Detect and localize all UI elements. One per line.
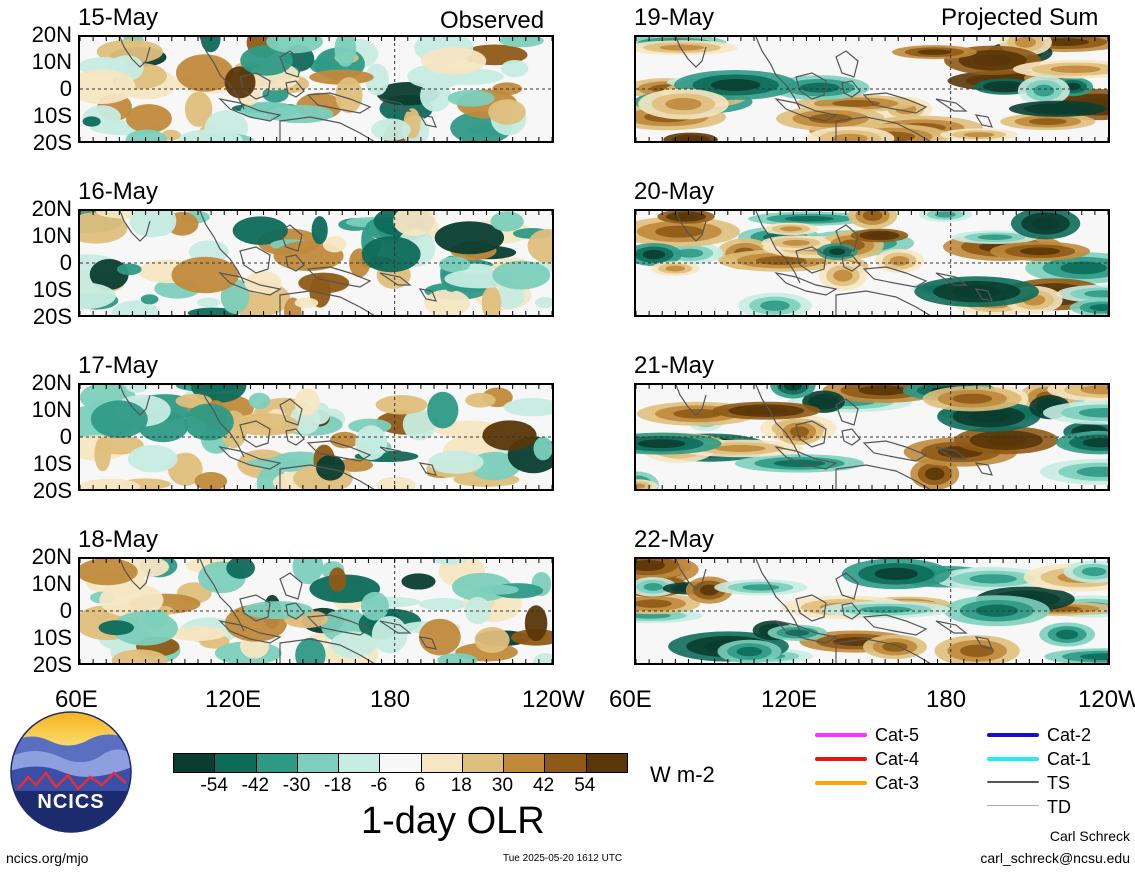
lon-label: 120E (761, 686, 818, 713)
footer-url[interactable]: ncics.org/mjo (6, 850, 89, 866)
olr-map-panel (634, 383, 1110, 491)
lat-label: 0 (59, 250, 72, 275)
colorbar-swatch (380, 754, 422, 772)
colorbar-tick-label: 54 (574, 775, 596, 796)
colorbar-swatch (545, 754, 587, 772)
legend-label: Cat-3 (875, 773, 920, 793)
footer-email[interactable]: carl_schreck@ncsu.edu (980, 850, 1130, 866)
colorbar-swatch (421, 754, 463, 772)
panel-date: 16-May (78, 178, 159, 205)
lat-label: 10N (31, 223, 72, 248)
footer-timestamp: Tue 2025-05-20 1612 UTC (503, 853, 623, 864)
lat-label: 20N (31, 196, 72, 221)
colorbar-title: 1-day OLR (361, 800, 545, 842)
legend-line-ts (987, 781, 1039, 783)
lat-label: 20S (32, 478, 72, 503)
olr-map-panel (78, 209, 554, 317)
colorbar-tick-label: 18 (450, 775, 472, 796)
lon-label: 180 (926, 686, 967, 713)
lat-label: 20S (32, 130, 72, 155)
lat-label: 10N (31, 49, 72, 74)
footer-author: Carl Schreck (1049, 828, 1130, 844)
lat-label: 10N (31, 397, 72, 422)
lon-label: 60E (609, 686, 652, 713)
colorbar-tick-label: -54 (200, 775, 228, 796)
lon-label: 60E (55, 686, 98, 713)
colorbar-swatch (297, 754, 340, 772)
panel-date: 15-May (78, 4, 159, 31)
colorbar-units: W m-2 (650, 762, 715, 787)
legend-label: Cat-2 (1047, 725, 1092, 745)
colorbar-swatch (174, 754, 216, 772)
observed-label: Observed (440, 7, 545, 34)
colorbar-tick-label: -30 (282, 775, 311, 796)
ncics-logo[interactable]: NCICS (10, 711, 132, 833)
lat-label: 0 (59, 76, 72, 101)
olr-map-panel (78, 557, 554, 665)
lat-label: 10S (32, 625, 72, 650)
colorbar-swatch (462, 754, 505, 772)
lon-label: 120W (1078, 686, 1135, 713)
lat-label: 10S (32, 103, 72, 128)
colorbar-swatch (339, 754, 381, 772)
colorbar-swatch (215, 754, 257, 772)
legend-label: Cat-4 (875, 749, 920, 769)
logo-text: NCICS (37, 791, 105, 813)
lat-label: 20N (31, 544, 72, 569)
panel-date: 19-May (634, 4, 715, 31)
panel-date: 21-May (634, 352, 715, 379)
lat-label: 20S (32, 652, 72, 677)
lat-label: 10N (31, 571, 72, 596)
olr-map-panel (634, 209, 1110, 317)
legend-line-cat-4 (815, 757, 867, 761)
colorbar-tick-label: -42 (241, 775, 270, 796)
colorbar-tick-label: -6 (370, 775, 388, 796)
lat-label: 0 (59, 598, 72, 623)
legend-line-cat-1 (987, 757, 1039, 761)
panel-date: 17-May (78, 352, 159, 379)
legend-label: Cat-1 (1047, 749, 1092, 769)
olr-map-panel (634, 557, 1110, 665)
legend-label: TD (1047, 797, 1071, 817)
colorbar-tick-label: -18 (323, 775, 352, 796)
legend-line-td (987, 805, 1039, 806)
colorbar-tick-label: 30 (491, 775, 514, 796)
legend-line-cat-5 (815, 733, 867, 737)
lat-label: 10S (32, 277, 72, 302)
lat-label: 20N (31, 22, 72, 47)
projected-label: Projected Sum (941, 4, 1099, 31)
legend-line-cat-3 (815, 781, 867, 785)
lon-label: 180 (370, 686, 411, 713)
colorbar (173, 753, 628, 773)
olr-map-panel (634, 35, 1110, 143)
lat-label: 20S (32, 304, 72, 329)
lon-label: 120W (522, 686, 585, 713)
olr-map-panel (78, 35, 554, 143)
colorbar-swatch (586, 754, 627, 772)
panel-date: 20-May (634, 178, 715, 205)
colorbar-tick-label: 42 (533, 775, 555, 796)
colorbar-tick-label: 6 (414, 775, 426, 796)
panel-date: 22-May (634, 526, 715, 553)
lat-label: 10S (32, 451, 72, 476)
panel-date: 18-May (78, 526, 159, 553)
legend-label: Cat-5 (875, 725, 920, 745)
colorbar-swatch (504, 754, 546, 772)
lat-label: 20N (31, 370, 72, 395)
lon-label: 120E (205, 686, 262, 713)
legend-label: TS (1047, 773, 1071, 793)
olr-map-panel (78, 383, 554, 491)
lat-label: 0 (59, 424, 72, 449)
legend-line-cat-2 (987, 733, 1039, 737)
colorbar-swatch (256, 754, 298, 772)
